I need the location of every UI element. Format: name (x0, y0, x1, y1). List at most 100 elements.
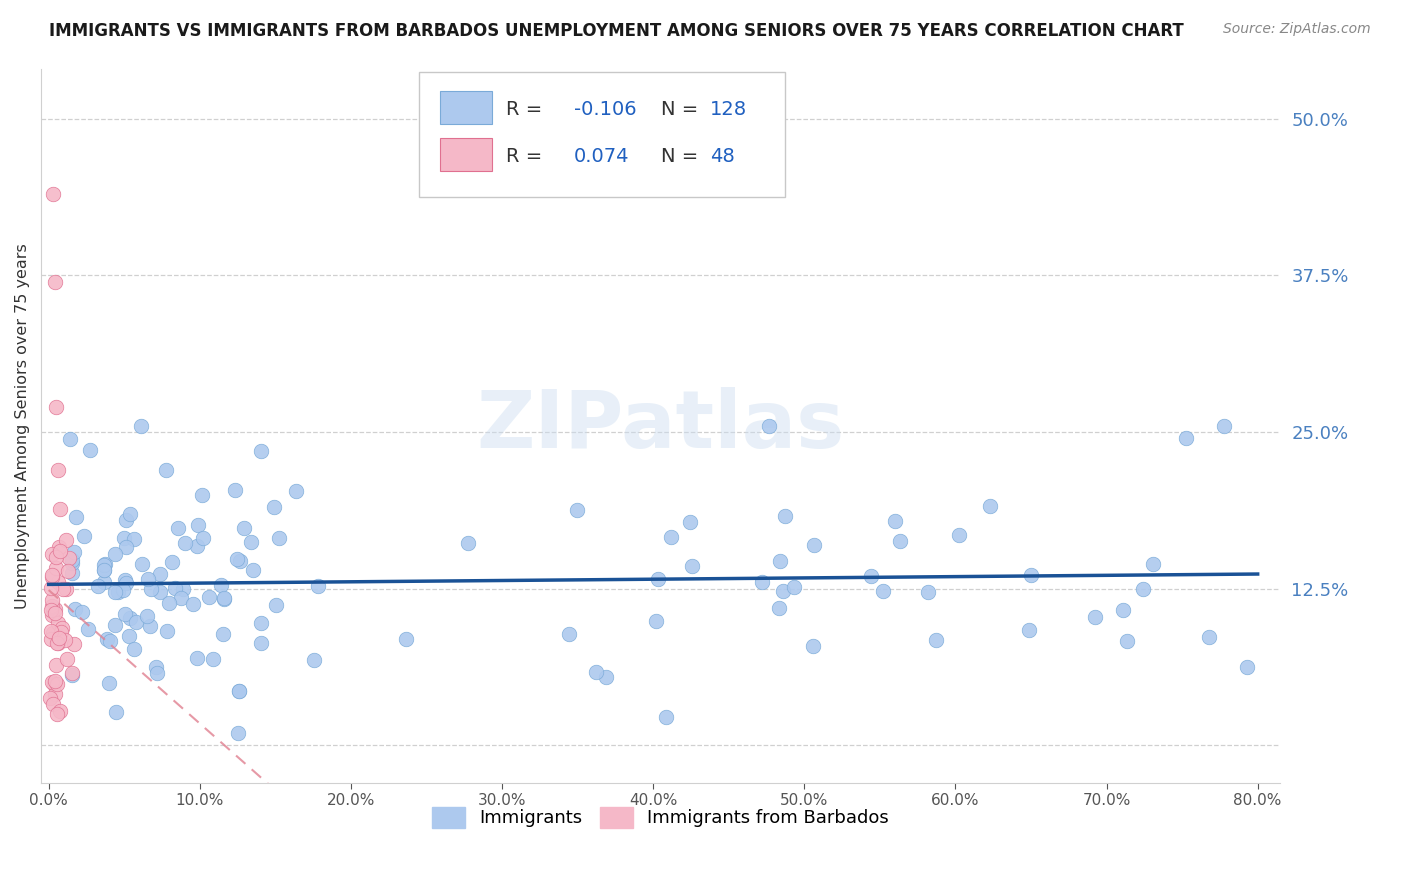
Point (79, 442, 101, 457)
Point (751, 575, 773, 590)
Text: 0.074: 0.074 (574, 147, 630, 166)
Point (48, 540, 70, 554)
Point (1132, 582, 1154, 597)
Point (1142, 557, 1164, 571)
Point (39, 624, 62, 638)
Point (46, 636, 69, 650)
Point (224, 483, 246, 498)
Point (41, 599, 63, 613)
Point (41, 548, 63, 562)
Point (98, 633, 121, 648)
Point (229, 554, 252, 568)
Point (93, 558, 115, 573)
Point (52, 582, 75, 596)
Point (249, 443, 271, 458)
Point (768, 600, 790, 615)
FancyBboxPatch shape (440, 91, 492, 124)
Point (41, 675, 63, 690)
Point (104, 705, 127, 719)
Point (284, 483, 307, 498)
Point (96, 632, 118, 646)
Point (41, 593, 63, 607)
Point (859, 568, 882, 582)
Point (51, 624, 73, 639)
Point (917, 585, 939, 599)
Text: ZIPatlas: ZIPatlas (477, 387, 845, 465)
Point (39, 581, 62, 595)
Point (191, 488, 214, 502)
Point (141, 582, 163, 596)
Point (165, 581, 187, 595)
Point (211, 626, 233, 640)
Point (63, 602, 86, 616)
Point (948, 528, 970, 542)
Point (773, 508, 796, 523)
Point (48, 616, 70, 631)
Point (803, 538, 825, 552)
Point (239, 534, 262, 549)
Point (979, 500, 1001, 514)
Point (114, 573, 136, 587)
Point (104, 618, 127, 632)
Point (93, 575, 115, 590)
Point (558, 627, 581, 641)
Point (42, 186, 65, 201)
Point (41, 568, 63, 582)
Point (114, 607, 136, 621)
Point (60, 553, 83, 567)
Point (174, 536, 197, 550)
Point (191, 531, 214, 545)
Point (115, 575, 138, 590)
Point (118, 629, 141, 643)
Text: 48: 48 (710, 147, 735, 166)
Point (872, 583, 894, 598)
Point (114, 513, 136, 527)
Point (44, 601, 66, 615)
Point (58, 550, 80, 565)
Point (565, 503, 588, 517)
Point (148, 567, 170, 582)
Point (1112, 603, 1135, 617)
Point (46, 575, 69, 590)
Point (172, 582, 194, 597)
Point (39, 632, 62, 647)
Point (595, 670, 617, 684)
Point (44, 687, 66, 701)
Point (53, 632, 76, 647)
Point (131, 557, 153, 571)
Point (889, 533, 911, 548)
Point (93, 563, 115, 577)
Point (202, 652, 225, 666)
Point (925, 633, 948, 648)
Point (1021, 567, 1043, 582)
Point (62, 637, 84, 651)
Legend: Immigrants, Immigrants from Barbados: Immigrants, Immigrants from Barbados (425, 799, 897, 835)
Point (104, 585, 127, 599)
Point (56, 564, 79, 578)
Point (228, 683, 250, 698)
Point (45, 400, 67, 414)
Point (155, 463, 177, 477)
Point (212, 591, 235, 605)
Point (136, 572, 159, 586)
Point (87, 579, 110, 593)
Point (250, 615, 273, 630)
Point (198, 591, 221, 605)
Point (263, 500, 285, 514)
Point (107, 585, 129, 599)
Point (647, 572, 669, 586)
Point (46, 677, 69, 691)
Point (304, 653, 326, 667)
Point (41, 608, 63, 623)
Point (122, 641, 145, 656)
Point (45, 561, 67, 575)
Point (122, 533, 145, 547)
Point (136, 609, 159, 624)
Point (170, 591, 193, 606)
Point (139, 618, 162, 632)
Text: N =: N = (661, 147, 704, 166)
Point (63, 545, 86, 559)
Point (145, 659, 167, 673)
Point (228, 683, 250, 698)
Point (186, 539, 208, 553)
